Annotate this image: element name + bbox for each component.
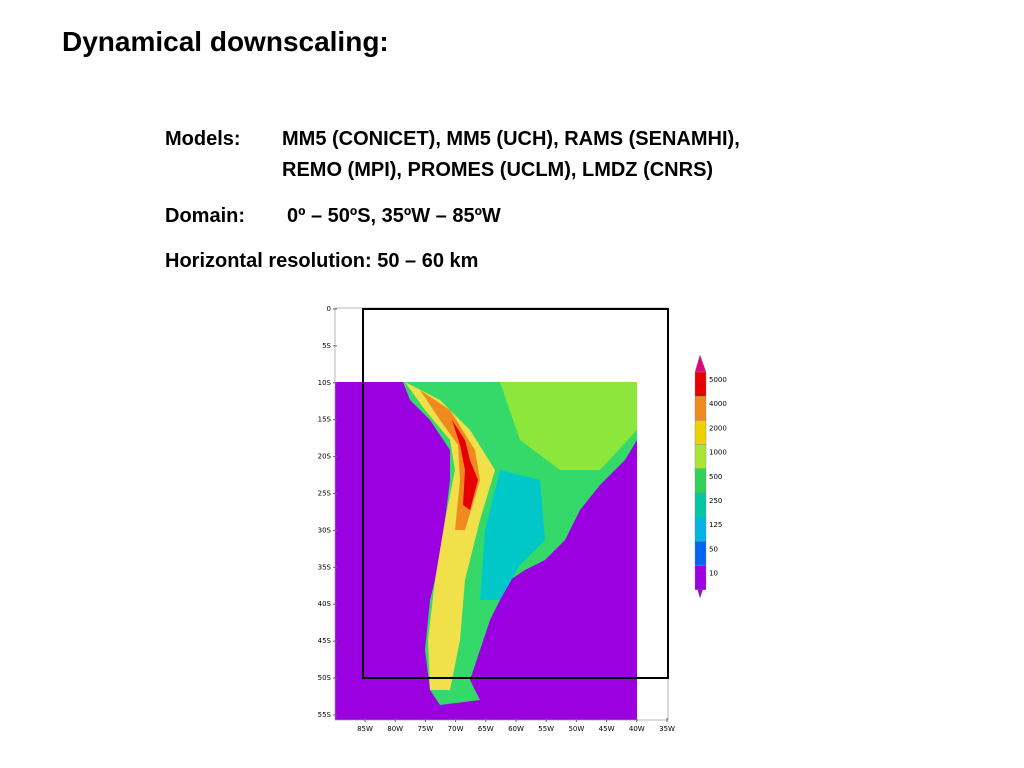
colorbar-label: 10 xyxy=(709,570,718,578)
lat-label: 25S xyxy=(318,490,332,498)
lon-label: 70W xyxy=(448,725,464,733)
colorbar-segment xyxy=(694,396,707,421)
lat-label: 0 xyxy=(327,305,331,313)
lat-label: 20S xyxy=(318,453,332,461)
colorbar-label: 5000 xyxy=(709,376,727,384)
colorbar-segment xyxy=(694,468,707,494)
lon-label: 55W xyxy=(538,725,554,733)
lon-label: 60W xyxy=(508,725,524,733)
domain-box xyxy=(362,308,669,679)
lon-label: 85W xyxy=(357,725,373,733)
lon-label: 35W xyxy=(659,725,675,733)
resolution: Horizontal resolution: 50 – 60 km xyxy=(165,250,479,272)
lat-label: 15S xyxy=(318,416,332,424)
colorbar-segment xyxy=(694,420,707,445)
models-label: Models: xyxy=(165,128,241,150)
andes-peak xyxy=(452,420,478,510)
colorbar-segment xyxy=(694,517,707,542)
colorbar-segment xyxy=(694,371,707,397)
colorbar-segment xyxy=(694,444,707,470)
colorbar-label: 1000 xyxy=(709,449,727,457)
colorbar-label: 125 xyxy=(709,521,722,529)
domain-label: Domain: xyxy=(165,205,245,227)
colorbar-segment xyxy=(694,492,707,518)
domain-value: 0º – 50ºS, 35ºW – 85ºW xyxy=(287,205,501,227)
lat-label: 40S xyxy=(318,600,332,608)
lat-label: 30S xyxy=(318,526,332,534)
colorbar-label: 4000 xyxy=(709,400,727,408)
lowland xyxy=(480,470,545,600)
lon-label: 65W xyxy=(478,725,494,733)
colorbar-cap xyxy=(694,354,707,373)
lat-label: 50S xyxy=(318,674,332,682)
models-line: REMO (MPI), PROMES (UCLM), LMDZ (CNRS) xyxy=(282,159,714,181)
colorbar-label: 250 xyxy=(709,497,722,505)
colorbar-label: 2000 xyxy=(709,424,727,432)
lat-label: 10S xyxy=(318,379,332,387)
colorbar-label: 50 xyxy=(709,545,718,553)
lon-label: 40W xyxy=(629,725,645,733)
colorbar-label: 500 xyxy=(709,473,722,481)
lon-label: 45W xyxy=(599,725,615,733)
lon-label: 50W xyxy=(568,725,584,733)
title: Dynamical downscaling: xyxy=(62,26,389,57)
lat-label: 35S xyxy=(318,563,332,571)
lon-label: 80W xyxy=(387,725,403,733)
colorbar-segment xyxy=(694,565,707,590)
lat-label: 5S xyxy=(322,342,331,350)
lat-label: 55S xyxy=(318,711,332,719)
lon-label: 75W xyxy=(417,725,433,733)
upland xyxy=(500,382,637,470)
lat-label: 45S xyxy=(318,637,332,645)
colorbar-segment xyxy=(694,541,707,566)
models-line: MM5 (CONICET), MM5 (UCH), RAMS (SENAMHI)… xyxy=(282,128,740,150)
